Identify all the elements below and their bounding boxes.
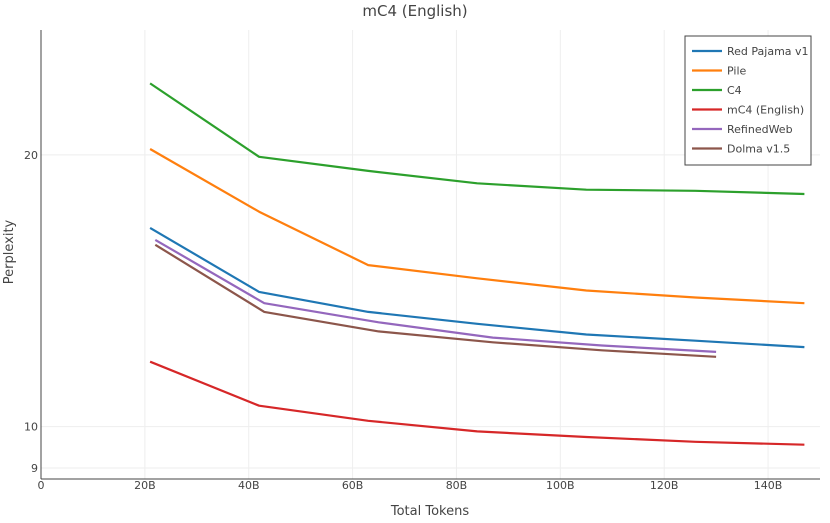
legend-label-mc4-english: mC4 (English) — [727, 104, 804, 117]
legend: Red Pajama v1 Pile C4 mC4 (English) RefinedW… — [684, 35, 812, 166]
x-tick-label: 80B — [446, 479, 468, 492]
y-tick-label: 9 — [31, 462, 38, 475]
series-line-refinedweb — [154, 238, 717, 353]
y-tick-label: 10 — [24, 421, 38, 434]
series-line-red-pajama-v1 — [149, 226, 805, 349]
legend-label-pile: Pile — [727, 65, 747, 78]
legend-box — [684, 35, 812, 166]
legend-label-dolma-v1-5: Dolma v1.5 — [727, 143, 790, 156]
y-tick-label: 20 — [24, 149, 38, 162]
x-axis-label: Total Tokens — [390, 504, 469, 519]
y-axis-label: Perplexity — [2, 219, 17, 284]
chart-title: mC4 (English) — [362, 2, 467, 20]
x-tick-label: 40B — [238, 479, 260, 492]
series-line-c4 — [149, 82, 805, 196]
axis-layer: 0 20B 40B 60B 80B 100B 120B 140B 9 10 20 — [24, 30, 820, 492]
x-tick-label: 100B — [546, 479, 575, 492]
x-tick-label: 120B — [650, 479, 679, 492]
legend-label-c4: C4 — [727, 84, 742, 97]
series-line-dolma-v1-5 — [154, 243, 717, 358]
x-tick-label: 20B — [134, 479, 156, 492]
x-tick-label: 140B — [754, 479, 783, 492]
series-layer — [149, 82, 805, 446]
legend-label-refinedweb: RefinedWeb — [727, 123, 793, 136]
x-tick-label: 60B — [342, 479, 364, 492]
legend-label-red-pajama-v1: Red Pajama v1 — [727, 45, 809, 58]
series-line-mc4-english — [149, 360, 805, 446]
x-tick-label: 0 — [38, 479, 45, 492]
series-line-pile — [149, 148, 805, 305]
